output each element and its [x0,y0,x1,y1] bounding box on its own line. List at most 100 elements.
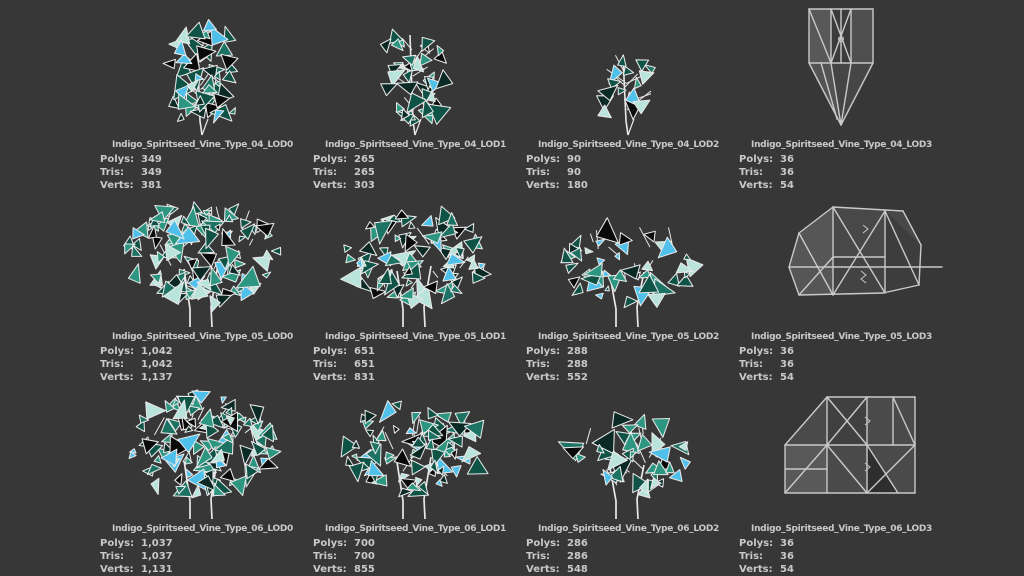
model-wireframe-render [340,205,492,328]
model-wireframe-render [596,54,656,136]
tris-row: Tris: 90 [526,166,735,179]
polys-label: Polys: [313,154,348,165]
verts-row: Verts: 1,131 [100,563,309,576]
model-wireframe-render [557,411,691,520]
polys-value: 90 [567,154,581,165]
polys-label: Polys: [739,538,774,549]
polys-label: Polys: [313,346,348,357]
polys-row: Polys: 286 [526,537,735,550]
verts-label: Verts: [313,180,347,191]
lod-cell: Indigo_Spiritseed_Vine_Type_06_LOD1 Poly… [309,384,522,576]
verts-value: 855 [354,564,375,575]
polys-row: Polys: 349 [100,153,309,166]
tris-row: Tris: 36 [739,166,948,179]
model-wireframe-render [128,389,282,520]
model-wireframe-render [340,400,489,520]
polys-row: Polys: 1,037 [100,537,309,550]
model-stats: Polys: 349 Tris: 349 Verts: 381 [96,153,309,192]
tris-row: Tris: 36 [739,358,948,371]
polys-value: 36 [780,346,794,357]
verts-row: Verts: 303 [313,179,522,192]
model-stats: Polys: 1,037 Tris: 1,037 Verts: 1,131 [96,537,309,576]
tris-label: Tris: [100,167,125,178]
tris-value: 651 [354,359,375,370]
verts-value: 1,137 [141,372,173,383]
model-wireframe-render [784,396,916,494]
model-wireframe-render [808,8,874,126]
model-name: Indigo_Spiritseed_Vine_Type_04_LOD1 [325,140,506,150]
tris-value: 1,042 [141,359,173,370]
model-stats: Polys: 1,042 Tris: 1,042 Verts: 1,137 [96,345,309,384]
polys-row: Polys: 36 [739,345,948,358]
tris-label: Tris: [313,551,338,562]
polys-value: 288 [567,346,588,357]
verts-value: 381 [141,180,162,191]
polys-row: Polys: 1,042 [100,345,309,358]
lod-cell: Indigo_Spiritseed_Vine_Type_05_LOD3 Poly… [735,192,948,384]
polys-row: Polys: 700 [313,537,522,550]
polys-label: Polys: [100,538,135,549]
tris-value: 36 [780,167,794,178]
polys-row: Polys: 90 [526,153,735,166]
model-viewport [309,0,522,139]
tris-value: 90 [567,167,581,178]
model-stats: Polys: 36 Tris: 36 Verts: 54 [735,537,948,576]
polys-value: 1,037 [141,538,173,549]
polys-value: 1,042 [141,346,173,357]
lod-cell: Indigo_Spiritseed_Vine_Type_04_LOD3 Poly… [735,0,948,192]
tris-label: Tris: [526,359,551,370]
verts-label: Verts: [739,564,773,575]
polys-row: Polys: 36 [739,537,948,550]
lod-cell: Indigo_Spiritseed_Vine_Type_04_LOD2 Poly… [522,0,735,192]
model-name: Indigo_Spiritseed_Vine_Type_04_LOD2 [538,140,719,150]
tris-row: Tris: 36 [739,550,948,563]
verts-row: Verts: 54 [739,563,948,576]
tris-row: Tris: 700 [313,550,522,563]
tris-label: Tris: [313,359,338,370]
verts-row: Verts: 1,137 [100,371,309,384]
verts-value: 548 [567,564,588,575]
tris-value: 286 [567,551,588,562]
model-stats: Polys: 700 Tris: 700 Verts: 855 [309,537,522,576]
model-stats: Polys: 90 Tris: 90 Verts: 180 [522,153,735,192]
verts-label: Verts: [526,180,560,191]
model-viewport [522,384,735,523]
polys-row: Polys: 36 [739,153,948,166]
model-name: Indigo_Spiritseed_Vine_Type_05_LOD3 [751,332,932,342]
lod-cell: Indigo_Spiritseed_Vine_Type_04_LOD0 Poly… [96,0,309,192]
verts-value: 303 [354,180,375,191]
model-wireframe-render [788,206,943,296]
tris-row: Tris: 288 [526,358,735,371]
polys-label: Polys: [100,154,135,165]
verts-row: Verts: 552 [526,371,735,384]
verts-value: 54 [780,372,794,383]
model-stats: Polys: 651 Tris: 651 Verts: 831 [309,345,522,384]
model-stats: Polys: 265 Tris: 265 Verts: 303 [309,153,522,192]
model-wireframe-render [560,217,704,328]
polys-value: 36 [780,154,794,165]
verts-label: Verts: [313,372,347,383]
polys-value: 286 [567,538,588,549]
tris-label: Tris: [739,167,764,178]
lod-cell: Indigo_Spiritseed_Vine_Type_05_LOD1 Poly… [309,192,522,384]
verts-row: Verts: 831 [313,371,522,384]
lod-cell: Indigo_Spiritseed_Vine_Type_06_LOD3 Poly… [735,384,948,576]
polys-label: Polys: [739,346,774,357]
polys-value: 36 [780,538,794,549]
model-stats: Polys: 36 Tris: 36 Verts: 54 [735,345,948,384]
verts-value: 54 [780,180,794,191]
model-stats: Polys: 286 Tris: 286 Verts: 548 [522,537,735,576]
polys-label: Polys: [526,154,561,165]
verts-label: Verts: [100,564,134,575]
polys-value: 651 [354,346,375,357]
verts-label: Verts: [100,180,134,191]
lod-cell: Indigo_Spiritseed_Vine_Type_04_LOD1 Poly… [309,0,522,192]
model-stats: Polys: 36 Tris: 36 Verts: 54 [735,153,948,192]
verts-row: Verts: 54 [739,179,948,192]
tris-label: Tris: [739,359,764,370]
model-viewport [96,0,309,139]
model-wireframe-render [379,28,454,136]
tris-value: 265 [354,167,375,178]
model-stats: Polys: 288 Tris: 288 Verts: 552 [522,345,735,384]
polys-label: Polys: [739,154,774,165]
